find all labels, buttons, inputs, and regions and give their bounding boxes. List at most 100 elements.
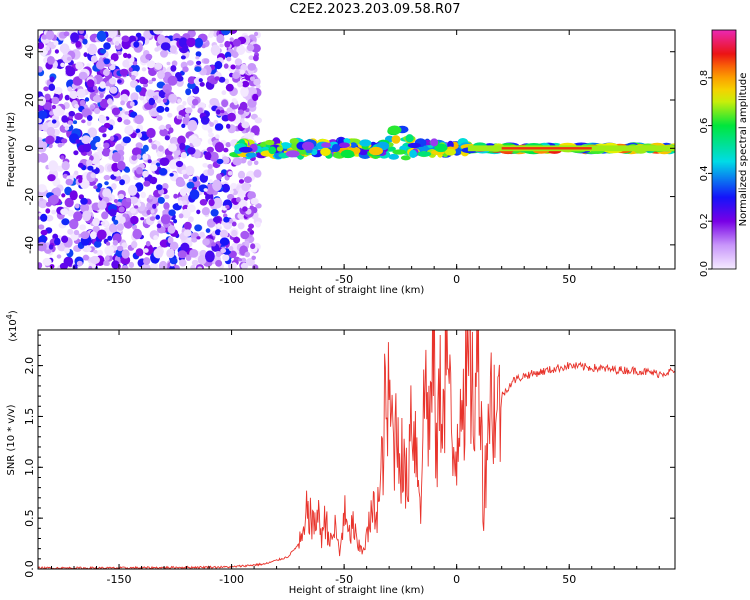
heatmap-blob-noise bbox=[75, 61, 84, 70]
heatmap-blob-noise bbox=[93, 185, 98, 190]
heatmap-blob-noise bbox=[191, 259, 199, 266]
heatmap-blob-noise bbox=[38, 262, 43, 269]
heatmap-blob-noise bbox=[44, 93, 51, 101]
y-multiplier-label: (x104) bbox=[5, 310, 19, 342]
heatmap-blob-noise bbox=[111, 183, 117, 190]
heatmap-blob-noise bbox=[48, 244, 54, 250]
heatmap-blob-noise bbox=[221, 90, 227, 96]
heatmap-blob-noise bbox=[208, 132, 214, 138]
heatmap-blob-noise bbox=[51, 104, 57, 110]
heatmap-blob-noise bbox=[121, 265, 129, 269]
heatmap-blob-noise bbox=[83, 142, 92, 153]
heatmap-blob-noise bbox=[67, 86, 73, 92]
heatmap-blob-noise bbox=[167, 112, 173, 118]
y-multiplier-suffix: ) bbox=[8, 310, 19, 314]
heatmap-blob-noise bbox=[170, 65, 177, 72]
heatmap-blob-noise bbox=[185, 254, 192, 261]
heatmap-blob-noise bbox=[38, 110, 48, 120]
heatmap-blob-noise bbox=[94, 107, 101, 115]
heatmap-blob-noise bbox=[241, 121, 250, 129]
heatmap-blob-noise bbox=[90, 255, 100, 265]
heatmap-blob-noise bbox=[134, 114, 144, 125]
heatmap-blob-noise bbox=[241, 257, 247, 263]
heatmap-blob-noise bbox=[153, 30, 163, 35]
heatmap-blob-noise bbox=[152, 203, 157, 209]
heatmap-blob-noise bbox=[98, 126, 107, 133]
heatmap-blob-noise bbox=[61, 115, 69, 123]
heatmap-blob-noise bbox=[116, 223, 125, 231]
heatmap-blob-noise bbox=[51, 119, 57, 124]
heatmap-blob-noise bbox=[232, 157, 242, 166]
heatmap-blob-noise bbox=[121, 249, 130, 259]
heatmap-blob-noise bbox=[143, 180, 151, 187]
heatmap-blob-noise bbox=[164, 194, 170, 199]
heatmap-blob-noise bbox=[225, 83, 234, 92]
heatmap-blob-noise bbox=[103, 174, 111, 181]
x-tick-label-top: 0 bbox=[453, 273, 460, 286]
heatmap-blob-noise bbox=[157, 196, 165, 204]
heatmap-blob-noise bbox=[178, 213, 184, 219]
colorbar-title: Normalized spectral amplitude bbox=[738, 73, 749, 227]
heatmap-blob-noise bbox=[154, 47, 160, 52]
heatmap-blob-noise bbox=[209, 98, 219, 106]
heatmap-blob-noise bbox=[232, 51, 239, 58]
heatmap-blob-noise bbox=[95, 142, 101, 148]
heatmap-blob-noise bbox=[192, 138, 202, 147]
heatmap-blob-noise bbox=[128, 67, 133, 73]
heatmap-blob-noise bbox=[56, 254, 62, 259]
heatmap-blob-noise bbox=[72, 120, 78, 125]
heatmap-blob-noise bbox=[38, 152, 49, 163]
heatmap-blob-noise bbox=[169, 265, 175, 269]
heatmap-blob-noise bbox=[164, 135, 170, 141]
y-tick-label-bottom: 0.0 bbox=[23, 560, 36, 578]
heatmap-blob-noise bbox=[182, 44, 189, 51]
heatmap-blob-noise bbox=[140, 191, 146, 199]
heatmap-blob-noise bbox=[148, 194, 153, 200]
heatmap-blob-noise bbox=[241, 182, 251, 192]
heatmap-blob-noise bbox=[38, 139, 44, 149]
heatmap-blob-noise bbox=[214, 61, 223, 70]
heatmap-blob-noise bbox=[202, 68, 207, 73]
heatmap-blob-scattered-signal bbox=[238, 146, 253, 153]
heatmap-blob-noise bbox=[211, 242, 216, 247]
heatmap-blob-scattered-signal bbox=[419, 146, 429, 152]
heatmap-blob-noise bbox=[101, 147, 111, 157]
heatmap-blob-noise bbox=[222, 254, 230, 262]
heatmap-blob-noise bbox=[236, 45, 246, 55]
heatmap-blob-noise bbox=[184, 107, 193, 114]
heatmap-blob-noise bbox=[250, 243, 256, 250]
heatmap-blob-noise bbox=[168, 143, 177, 152]
heatmap-blob-noise bbox=[130, 132, 137, 139]
heatmap-blob-noise bbox=[103, 142, 110, 149]
heatmap-blob-noise bbox=[219, 43, 224, 48]
heatmap-blob-noise bbox=[209, 30, 214, 35]
heatmap-blob-noise bbox=[156, 150, 163, 158]
heatmap-blob-noise bbox=[117, 245, 124, 252]
heatmap-blob-noise bbox=[99, 93, 104, 99]
heatmap-blob-noise bbox=[248, 132, 255, 138]
heatmap-blob-noise bbox=[229, 182, 238, 191]
heatmap-blob-noise bbox=[79, 224, 87, 231]
heatmap-blob-noise bbox=[249, 76, 255, 82]
heatmap-blob-scattered-signal bbox=[272, 137, 281, 146]
heatmap-blob-noise bbox=[117, 79, 122, 84]
heatmap-blob-noise bbox=[201, 207, 210, 216]
heatmap-blob-noise bbox=[142, 78, 149, 85]
heatmap-blob-noise bbox=[159, 128, 169, 137]
heatmap-blob-noise bbox=[205, 228, 211, 233]
heatmap-blob-noise bbox=[169, 173, 174, 177]
heatmap-blob-noise bbox=[148, 138, 153, 143]
heatmap-blob-scattered-signal bbox=[359, 139, 372, 147]
heatmap-blob-noise bbox=[104, 245, 114, 256]
heatmap-blob-noise bbox=[155, 214, 160, 220]
heatmap-blob-noise bbox=[135, 85, 142, 93]
x-tick-label-top: -150 bbox=[107, 273, 132, 286]
heatmap-blob-noise bbox=[250, 197, 259, 205]
heatmap-blob-noise bbox=[173, 193, 178, 199]
y-axis-title-top: Frequency (Hz) bbox=[6, 112, 17, 188]
heatmap-blob-noise bbox=[214, 142, 225, 153]
heatmap-blob-noise bbox=[237, 109, 244, 115]
heatmap-blob-noise bbox=[210, 209, 219, 217]
heatmap-blob-noise bbox=[119, 68, 129, 76]
heatmap-blob-noise bbox=[198, 78, 203, 83]
